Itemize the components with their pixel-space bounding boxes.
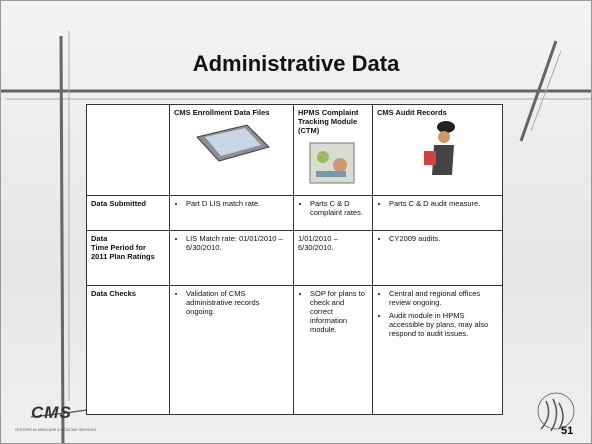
header-row: CMS Enrollment Data Files HPMS Complaint …	[86, 104, 503, 196]
table-cell: Validation of CMS administrative records…	[169, 285, 294, 415]
row-label-line: Data Submitted	[91, 199, 147, 208]
row-label: Data Submitted	[86, 195, 170, 231]
table-cell: Parts C & D complaint rates.	[293, 195, 373, 231]
cms-logo: CMS	[31, 403, 72, 422]
table-cell: 1/01/2010 – 6/30/2010.	[293, 230, 373, 286]
bullet-list: SOP for plans to check and correct infor…	[298, 289, 368, 334]
bullet: CY2009 audits.	[389, 234, 498, 243]
bullet-list: LIS Match rate: 01/01/2010 – 6/30/2010.	[174, 234, 289, 252]
page-number: 51	[561, 425, 574, 437]
header-cell: CMS Enrollment Data Files	[169, 104, 294, 196]
bullet: Parts C & D complaint rates.	[310, 199, 368, 217]
table-cell: LIS Match rate: 01/01/2010 – 6/30/2010.	[169, 230, 294, 286]
bullet: Audit module in HPMS accessible by plans…	[389, 311, 498, 338]
auditor-icon	[423, 121, 455, 175]
laptop-icon	[195, 124, 270, 162]
row-label: Data Time Period for 2011 Plan Ratings	[86, 230, 170, 286]
row-label-line: Data Checks	[91, 289, 137, 298]
column-title: HPMS Complaint Tracking Module (CTM)	[298, 108, 359, 135]
column-title: CMS Enrollment Data Files	[174, 108, 270, 117]
table-cell: Central and regional offices review ongo…	[372, 285, 503, 415]
icon	[298, 135, 368, 192]
cell-text: 1/01/2010 – 6/30/2010.	[298, 234, 338, 252]
bullet-list: Parts C & D audit measure.	[377, 199, 498, 208]
logo-subtitle: CENTERS for MEDICARE & MEDICAID SERVICES	[15, 428, 97, 432]
header-cell: CMS Audit Records	[372, 104, 503, 196]
bullet-list: Validation of CMS administrative records…	[174, 289, 289, 316]
header-cell	[86, 104, 170, 196]
table-cell: SOP for plans to check and correct infor…	[293, 285, 373, 415]
bullet: Part D LIS match rate.	[186, 199, 289, 208]
row-label: Data Checks	[86, 285, 170, 415]
bullet: Central and regional offices review ongo…	[389, 289, 498, 307]
icon	[377, 117, 498, 184]
header-cell: HPMS Complaint Tracking Module (CTM)	[293, 104, 373, 196]
bullet-list: CY2009 audits.	[377, 234, 498, 243]
bullet: LIS Match rate: 01/01/2010 – 6/30/2010.	[186, 234, 289, 252]
column-title: CMS Audit Records	[377, 108, 447, 117]
table-row: Data Checks Validation of CMS administrat…	[86, 285, 503, 415]
table-cell: CY2009 audits.	[372, 230, 503, 286]
bullet: SOP for plans to check and correct infor…	[310, 289, 368, 334]
slide-title: Administrative Data	[192, 51, 400, 76]
complaint-icon	[309, 142, 355, 184]
bullet: Validation of CMS administrative records…	[186, 289, 289, 316]
bullet: Parts C & D audit measure.	[389, 199, 498, 208]
row-label-line: 2011 Plan Ratings	[91, 252, 155, 261]
row-label-line: Data	[91, 234, 108, 243]
icon	[174, 117, 289, 169]
row-label-line: Time Period for	[91, 243, 146, 252]
table-cell: Parts C & D audit measure.	[372, 195, 503, 231]
bullet-list: Parts C & D complaint rates.	[298, 199, 368, 217]
table-cell: Part D LIS match rate.	[169, 195, 294, 231]
bullet-list: Central and regional offices review ongo…	[377, 289, 498, 338]
bullet-list: Part D LIS match rate.	[174, 199, 289, 208]
table-row: Data Submitted Part D LIS match rate. Part…	[86, 195, 503, 231]
data-table: CMS Enrollment Data Files HPMS Complaint …	[86, 104, 503, 415]
